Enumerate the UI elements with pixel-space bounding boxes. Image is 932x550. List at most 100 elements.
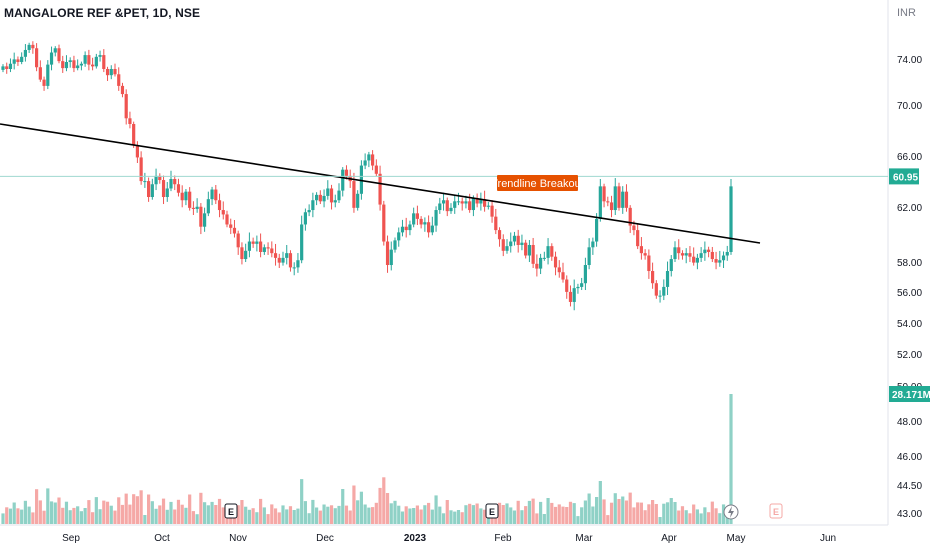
candle-body[interactable] [329, 188, 334, 203]
candle-body[interactable] [494, 216, 498, 231]
candle-body[interactable] [456, 201, 461, 203]
candle-body[interactable] [438, 203, 442, 211]
candle-body[interactable] [109, 68, 113, 76]
candle-body[interactable] [76, 65, 80, 69]
candle-body[interactable] [117, 74, 121, 86]
trendline[interactable] [0, 123, 761, 244]
candle-body[interactable] [542, 257, 546, 259]
candle-body[interactable] [1, 66, 5, 70]
candle-body[interactable] [539, 257, 543, 269]
candle-body[interactable] [139, 157, 143, 182]
candle-body[interactable] [505, 246, 509, 251]
candle-body[interactable] [703, 249, 707, 254]
candle-body[interactable] [512, 235, 517, 242]
candle-body[interactable] [277, 257, 281, 263]
plot-area[interactable] [0, 0, 888, 525]
candle-body[interactable] [94, 56, 98, 67]
candle-body[interactable] [244, 250, 248, 260]
candle-body[interactable] [385, 241, 390, 266]
candle-body[interactable] [707, 249, 711, 252]
candle-body[interactable] [628, 207, 632, 226]
candle-body[interactable] [598, 186, 602, 219]
candle-body[interactable] [400, 226, 405, 233]
candle-body[interactable] [419, 218, 423, 225]
candle-body[interactable] [333, 200, 337, 203]
candle-body[interactable] [535, 263, 539, 269]
candle-body[interactable] [337, 190, 341, 201]
candle-body[interactable] [53, 48, 57, 53]
candle-body[interactable] [587, 247, 591, 266]
candle-body[interactable] [397, 232, 401, 241]
candle-body[interactable] [113, 68, 117, 75]
candle-body[interactable] [430, 225, 434, 233]
candle-body[interactable] [680, 253, 685, 256]
lightning-icon[interactable] [723, 504, 739, 520]
candle-body[interactable] [232, 227, 237, 234]
candle-body[interactable] [673, 247, 677, 260]
candle-body[interactable] [206, 199, 210, 214]
candle-body[interactable] [710, 251, 714, 260]
candle-body[interactable] [57, 48, 61, 62]
candle-body[interactable] [591, 241, 595, 248]
candle-body[interactable] [240, 247, 244, 260]
candle-body[interactable] [184, 191, 188, 201]
candle-body[interactable] [624, 191, 629, 208]
candle-body[interactable] [102, 55, 106, 69]
candle-body[interactable] [296, 260, 300, 268]
earnings-event-icon[interactable]: E [224, 503, 238, 519]
candle-body[interactable] [87, 55, 91, 65]
candle-body[interactable] [128, 118, 132, 125]
candle-body[interactable] [695, 257, 699, 263]
candle-body[interactable] [311, 200, 315, 211]
earnings-event-icon[interactable]: E [485, 503, 499, 519]
candle-body[interactable] [613, 186, 617, 211]
candle-body[interactable] [490, 205, 494, 217]
candle-body[interactable] [572, 288, 576, 302]
candle-body[interactable] [460, 201, 464, 204]
candle-body[interactable] [441, 200, 446, 204]
candle-body[interactable] [714, 259, 718, 263]
candle-body[interactable] [169, 178, 173, 189]
candle-body[interactable] [147, 181, 151, 198]
candle-body[interactable] [285, 253, 289, 258]
candle-body[interactable] [415, 213, 419, 219]
candle-body[interactable] [632, 225, 636, 231]
candle-body[interactable] [568, 291, 573, 302]
candle-body[interactable] [27, 44, 31, 50]
candle-body[interactable] [270, 248, 274, 254]
candle-body[interactable] [266, 247, 270, 249]
candle-body[interactable] [12, 59, 16, 64]
candle-body[interactable] [46, 64, 50, 86]
candle-body[interactable] [344, 169, 349, 176]
candle-body[interactable] [602, 186, 606, 202]
candle-body[interactable] [326, 188, 330, 196]
candle-body[interactable] [49, 52, 54, 65]
candle-body[interactable] [8, 63, 13, 69]
candle-body[interactable] [557, 267, 561, 273]
candle-body[interactable] [725, 251, 729, 256]
candle-body[interactable] [64, 62, 69, 69]
candle-body[interactable] [247, 241, 251, 251]
candle-body[interactable] [389, 249, 393, 266]
candle-body[interactable] [135, 145, 139, 158]
candle-body[interactable] [120, 85, 125, 95]
candle-body[interactable] [654, 283, 658, 296]
candle-body[interactable] [38, 67, 42, 80]
candle-body[interactable] [259, 241, 263, 252]
candle-body[interactable] [520, 242, 524, 245]
candle-body[interactable] [180, 192, 184, 201]
candle-body[interactable] [341, 169, 345, 191]
candle-body[interactable] [225, 214, 229, 225]
candle-body[interactable] [546, 246, 550, 258]
candle-body[interactable] [524, 242, 528, 256]
candle-body[interactable] [553, 256, 558, 268]
candle-body[interactable] [150, 184, 154, 198]
candle-body[interactable] [561, 272, 565, 280]
candle-body[interactable] [359, 165, 363, 194]
candle-body[interactable] [449, 207, 453, 212]
candle-body[interactable] [154, 175, 158, 185]
candle-body[interactable] [483, 199, 487, 207]
candle-body[interactable] [550, 246, 554, 257]
candle-body[interactable] [356, 193, 360, 208]
candle-body[interactable] [475, 198, 479, 204]
